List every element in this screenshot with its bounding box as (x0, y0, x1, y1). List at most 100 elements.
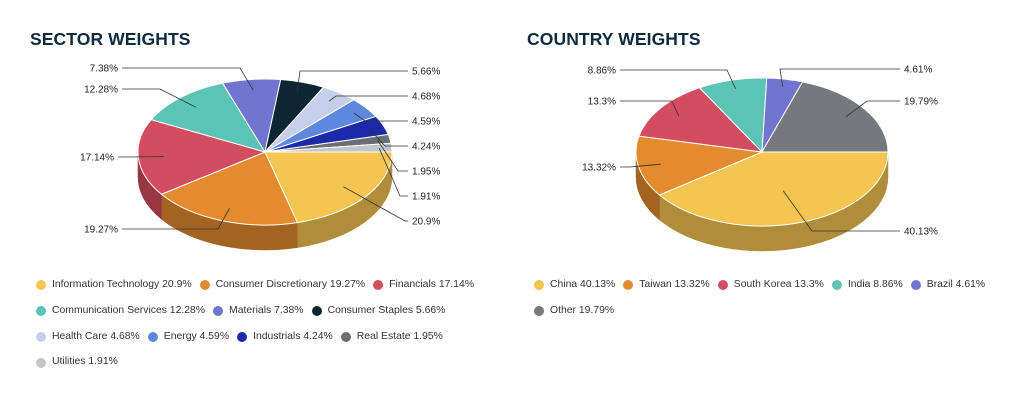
legend-item-communication-services[interactable]: Communication Services 12.28% (36, 300, 205, 323)
leader-line-china (782, 190, 900, 232)
legend-label-other: Other 19.79% (550, 304, 615, 316)
legend-swatch-brazil (910, 280, 921, 291)
legend-item-consumer-staples[interactable]: Consumer Staples 5.66% (311, 300, 446, 323)
leader-line-india (620, 69, 736, 89)
sector-weights-title: SECTOR WEIGHTS (30, 29, 191, 49)
legend-label-health-care: Health Care 4.68% (52, 330, 140, 342)
legend-item-brazil[interactable]: Brazil 4.61% (910, 274, 986, 297)
legend-label-energy: Energy 4.59% (163, 330, 230, 342)
legend-swatch-consumer-staples (311, 306, 322, 316)
legend-swatch-taiwan (623, 280, 634, 291)
data-label-india: 8.86% (588, 66, 616, 77)
legend-swatch-health-care (36, 331, 46, 342)
legend-label-brazil: Brazil 4.61% (926, 279, 986, 290)
legend-label-materials: Materials 7.38% (229, 304, 304, 316)
data-label-china: 40.13% (904, 227, 938, 238)
data-label-materials: 7.38% (90, 64, 118, 75)
country-weights-panel: COUNTRY WEIGHTS 40.13% 13.32% 13.3% 8.86% 4.… (512, 0, 1024, 403)
sector-weights-legend: Information Technology 20.9% Consumer Dis… (36, 274, 506, 377)
slice-utilities[interactable] (264, 142, 393, 153)
slice-taiwan[interactable] (635, 135, 764, 196)
legend-item-india[interactable]: India 8.86% (831, 274, 903, 297)
data-label-real-estate: 1.95% (412, 167, 440, 178)
slice-communication-services[interactable] (150, 82, 267, 153)
legend-item-energy[interactable]: Energy 4.59% (147, 326, 230, 349)
legend-swatch-china (534, 280, 544, 291)
legend-item-taiwan[interactable]: Taiwan 13.32% (623, 274, 710, 297)
legend-label-financials: Financials 17.14% (389, 279, 475, 290)
sector-weights-pie: 20.9% 19.27% 17.14% 12.28% 7.38% 5.66% 4.68% 4.… (80, 64, 440, 251)
leader-line-health-care (328, 95, 408, 102)
data-label-financials: 17.14% (80, 153, 114, 164)
data-label-consumer-discretionary: 19.27% (84, 225, 118, 236)
country-weights-title: COUNTRY WEIGHTS (527, 29, 701, 49)
legend-label-communication-services: Communication Services 12.28% (52, 304, 206, 316)
legend-label-information-technology: Information Technology 20.9% (52, 279, 192, 290)
legend-swatch-india (831, 280, 842, 291)
legend-item-financials[interactable]: Financials 17.14% (373, 274, 474, 297)
data-label-consumer-staples: 5.66% (412, 67, 440, 78)
leader-line-utilities (378, 147, 408, 197)
legend-swatch-information-technology (36, 280, 46, 291)
legend-item-utilities[interactable]: Utilities 1.91% (36, 351, 118, 374)
data-label-communication-services: 12.28% (84, 85, 118, 96)
data-label-south-korea: 13.3% (588, 97, 616, 108)
leader-line-industrials (368, 128, 408, 147)
leader-line-communication-services (122, 88, 197, 108)
legend-label-china: China 40.13% (550, 279, 616, 290)
legend-item-china[interactable]: China 40.13% (534, 274, 615, 297)
data-label-other: 19.79% (904, 97, 938, 108)
data-label-industrials: 4.24% (412, 142, 440, 153)
leader-line-materials (122, 67, 254, 91)
legend-label-south-korea: South Korea 13.3% (733, 279, 824, 290)
legend-swatch-communication-services (36, 306, 46, 316)
legend-swatch-industrials (237, 331, 248, 342)
legend-label-real-estate: Real Estate 1.95% (356, 330, 443, 342)
leader-line-information-technology (343, 186, 408, 222)
legend-label-india: India 8.86% (847, 279, 903, 290)
legend-swatch-other (534, 306, 544, 316)
legend-label-industrials: Industrials 4.24% (253, 330, 333, 342)
legend-label-consumer-staples: Consumer Staples 5.66% (327, 304, 446, 316)
legend-item-south-korea[interactable]: South Korea 13.3% (717, 274, 824, 297)
legend-item-consumer-discretionary[interactable]: Consumer Discretionary 19.27% (199, 274, 366, 297)
slice-china[interactable] (658, 151, 889, 227)
data-label-energy: 4.59% (412, 117, 440, 128)
legend-item-materials[interactable]: Materials 7.38% (213, 300, 304, 323)
leader-line-taiwan (620, 163, 661, 168)
slice-financials[interactable] (137, 119, 267, 195)
legend-label-consumer-discretionary: Consumer Discretionary 19.27% (215, 279, 366, 290)
legend-item-other[interactable]: Other 19.79% (534, 300, 614, 323)
slice-consumer-discretionary[interactable] (160, 151, 299, 226)
legend-label-taiwan: Taiwan 13.32% (639, 279, 710, 290)
leader-line-other (845, 100, 900, 117)
legend-swatch-materials (213, 306, 224, 316)
legend-swatch-energy (147, 331, 158, 342)
leader-line-consumer-discretionary (122, 208, 230, 230)
legend-swatch-utilities (36, 357, 46, 368)
leader-line-real-estate (377, 139, 408, 172)
leader-line-south-korea (620, 100, 680, 117)
legend-item-industrials[interactable]: Industrials 4.24% (237, 326, 333, 349)
slice-south-korea[interactable] (638, 87, 764, 153)
leader-line-brazil (779, 68, 900, 87)
country-weights-pie: 40.13% 13.32% 13.3% 8.86% 4.61% 19.79% (582, 65, 938, 252)
legend-item-health-care[interactable]: Health Care 4.68% (36, 326, 140, 349)
country-weights-legend: China 40.13% Taiwan 13.32% South Korea 13.… (534, 274, 1014, 326)
legend-label-utilities: Utilities 1.91% (52, 356, 118, 368)
legend-swatch-financials (373, 280, 384, 291)
legend-swatch-real-estate (340, 331, 351, 342)
data-label-health-care: 4.68% (412, 92, 440, 103)
data-label-taiwan: 13.32% (582, 163, 616, 174)
slice-other[interactable] (761, 81, 889, 153)
legend-swatch-consumer-discretionary (199, 280, 210, 291)
leader-line-consumer-staples (296, 70, 408, 93)
data-label-utilities: 1.91% (412, 192, 440, 203)
sector-weights-panel: SECTOR WEIGHTS 20.9% 19.27% 17.14% 12.28% 7.… (30, 29, 506, 377)
leader-line-energy (353, 112, 408, 122)
legend-item-information-technology[interactable]: Information Technology 20.9% (36, 274, 192, 297)
data-label-brazil: 4.61% (904, 65, 932, 76)
data-label-information-technology: 20.9% (412, 217, 440, 228)
legend-item-real-estate[interactable]: Real Estate 1.95% (340, 326, 443, 349)
legend-swatch-south-korea (717, 280, 728, 291)
